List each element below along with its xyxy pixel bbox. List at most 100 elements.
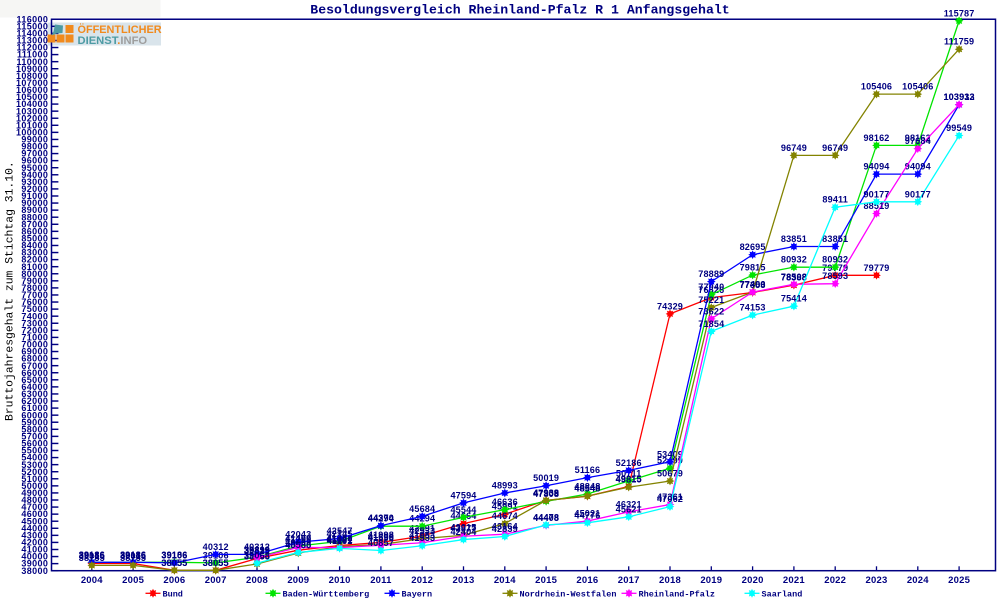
svg-text:39899: 39899 <box>244 545 270 555</box>
svg-text:89000: 89000 <box>21 205 48 215</box>
svg-text:84000: 84000 <box>21 241 48 251</box>
svg-text:42839: 42839 <box>492 524 518 534</box>
svg-text:71000: 71000 <box>21 332 48 342</box>
svg-text:76000: 76000 <box>21 297 48 307</box>
svg-text:40312: 40312 <box>203 542 229 552</box>
svg-text:96749: 96749 <box>822 143 848 153</box>
svg-text:39186: 39186 <box>161 550 187 560</box>
svg-text:44000: 44000 <box>21 523 48 533</box>
svg-text:2021: 2021 <box>783 575 805 586</box>
svg-text:48548: 48548 <box>574 484 600 494</box>
svg-text:53409: 53409 <box>657 449 683 459</box>
svg-text:43015: 43015 <box>450 523 476 533</box>
svg-text:103000: 103000 <box>16 106 48 116</box>
svg-text:106000: 106000 <box>16 85 48 95</box>
svg-text:82000: 82000 <box>21 255 48 265</box>
svg-text:102000: 102000 <box>16 113 48 123</box>
svg-text:71854: 71854 <box>698 319 725 329</box>
svg-text:83851: 83851 <box>781 234 807 244</box>
svg-text:2009: 2009 <box>287 575 309 586</box>
svg-text:103912: 103912 <box>943 92 974 102</box>
svg-text:72000: 72000 <box>21 325 48 335</box>
svg-text:Rheinland-Pfalz: Rheinland-Pfalz <box>639 589 716 599</box>
svg-text:ÖFFENTLICHER: ÖFFENTLICHER <box>78 23 162 36</box>
svg-text:80000: 80000 <box>21 269 48 279</box>
svg-text:109000: 109000 <box>16 64 48 74</box>
svg-text:47938: 47938 <box>533 488 559 498</box>
svg-text:73622: 73622 <box>698 306 724 316</box>
svg-text:39068: 39068 <box>244 551 270 561</box>
svg-text:63000: 63000 <box>21 389 48 399</box>
svg-text:42547: 42547 <box>327 526 353 536</box>
svg-text:39015: 39015 <box>120 551 146 561</box>
svg-text:79815: 79815 <box>740 263 766 273</box>
svg-text:78593: 78593 <box>822 271 848 281</box>
svg-text:52000: 52000 <box>21 467 48 477</box>
svg-text:38055: 38055 <box>203 558 229 568</box>
svg-text:104000: 104000 <box>16 99 48 109</box>
svg-text:91000: 91000 <box>21 191 48 201</box>
svg-text:88000: 88000 <box>21 212 48 222</box>
svg-text:97684: 97684 <box>905 136 932 146</box>
svg-text:92000: 92000 <box>21 184 48 194</box>
svg-text:69000: 69000 <box>21 347 48 357</box>
svg-text:41698: 41698 <box>368 532 394 542</box>
svg-text:105406: 105406 <box>861 82 892 92</box>
svg-text:2005: 2005 <box>122 575 144 586</box>
svg-text:2004: 2004 <box>81 575 103 586</box>
svg-text:108000: 108000 <box>16 71 48 81</box>
svg-text:50019: 50019 <box>533 473 559 483</box>
svg-text:53000: 53000 <box>21 460 48 470</box>
svg-text:110000: 110000 <box>17 57 49 67</box>
svg-text:2010: 2010 <box>329 575 351 586</box>
svg-text:42877: 42877 <box>450 524 476 534</box>
svg-text:111000: 111000 <box>17 50 48 60</box>
svg-text:55000: 55000 <box>21 446 48 456</box>
svg-text:94094: 94094 <box>905 162 932 172</box>
svg-text:39000: 39000 <box>21 559 48 569</box>
svg-text:44370: 44370 <box>368 513 394 523</box>
svg-text:116000: 116000 <box>17 14 49 24</box>
svg-text:65000: 65000 <box>21 375 48 385</box>
svg-text:115787: 115787 <box>944 8 975 18</box>
svg-text:49000: 49000 <box>21 488 48 498</box>
svg-text:75000: 75000 <box>21 304 48 314</box>
svg-text:87000: 87000 <box>21 219 48 229</box>
svg-text:40585: 40585 <box>285 540 311 550</box>
svg-text:Bayern: Bayern <box>402 589 433 599</box>
svg-text:83851: 83851 <box>822 234 848 244</box>
svg-text:96000: 96000 <box>21 156 48 166</box>
svg-text:2006: 2006 <box>163 575 185 586</box>
svg-text:47594: 47594 <box>450 490 477 500</box>
svg-text:42043: 42043 <box>285 530 311 540</box>
svg-text:78000: 78000 <box>21 283 48 293</box>
svg-text:48848: 48848 <box>574 482 600 492</box>
svg-text:2012: 2012 <box>411 575 433 586</box>
svg-text:2013: 2013 <box>453 575 475 586</box>
svg-text:2011: 2011 <box>370 575 392 586</box>
svg-text:2018: 2018 <box>659 575 681 586</box>
svg-text:93000: 93000 <box>21 177 48 187</box>
svg-text:2016: 2016 <box>576 575 598 586</box>
svg-text:60000: 60000 <box>21 410 48 420</box>
svg-text:64000: 64000 <box>21 382 48 392</box>
svg-text:90177: 90177 <box>905 189 931 199</box>
svg-text:54000: 54000 <box>21 453 48 463</box>
svg-text:48540: 48540 <box>574 484 600 494</box>
svg-text:39186: 39186 <box>79 550 105 560</box>
svg-text:56000: 56000 <box>21 439 48 449</box>
svg-text:47808: 47808 <box>533 489 559 499</box>
svg-text:101000: 101000 <box>16 120 48 130</box>
svg-text:61000: 61000 <box>21 403 48 413</box>
svg-text:46321: 46321 <box>616 499 642 509</box>
svg-text:58000: 58000 <box>21 424 48 434</box>
svg-text:42404: 42404 <box>450 527 477 537</box>
svg-text:42000: 42000 <box>21 538 48 548</box>
svg-text:77353: 77353 <box>740 280 766 290</box>
svg-text:2014: 2014 <box>494 575 516 586</box>
svg-text:115000: 115000 <box>17 21 49 31</box>
svg-text:47361: 47361 <box>657 492 683 502</box>
svg-text:45544: 45544 <box>450 505 477 515</box>
svg-text:98000: 98000 <box>21 142 48 152</box>
svg-text:105000: 105000 <box>16 92 48 102</box>
